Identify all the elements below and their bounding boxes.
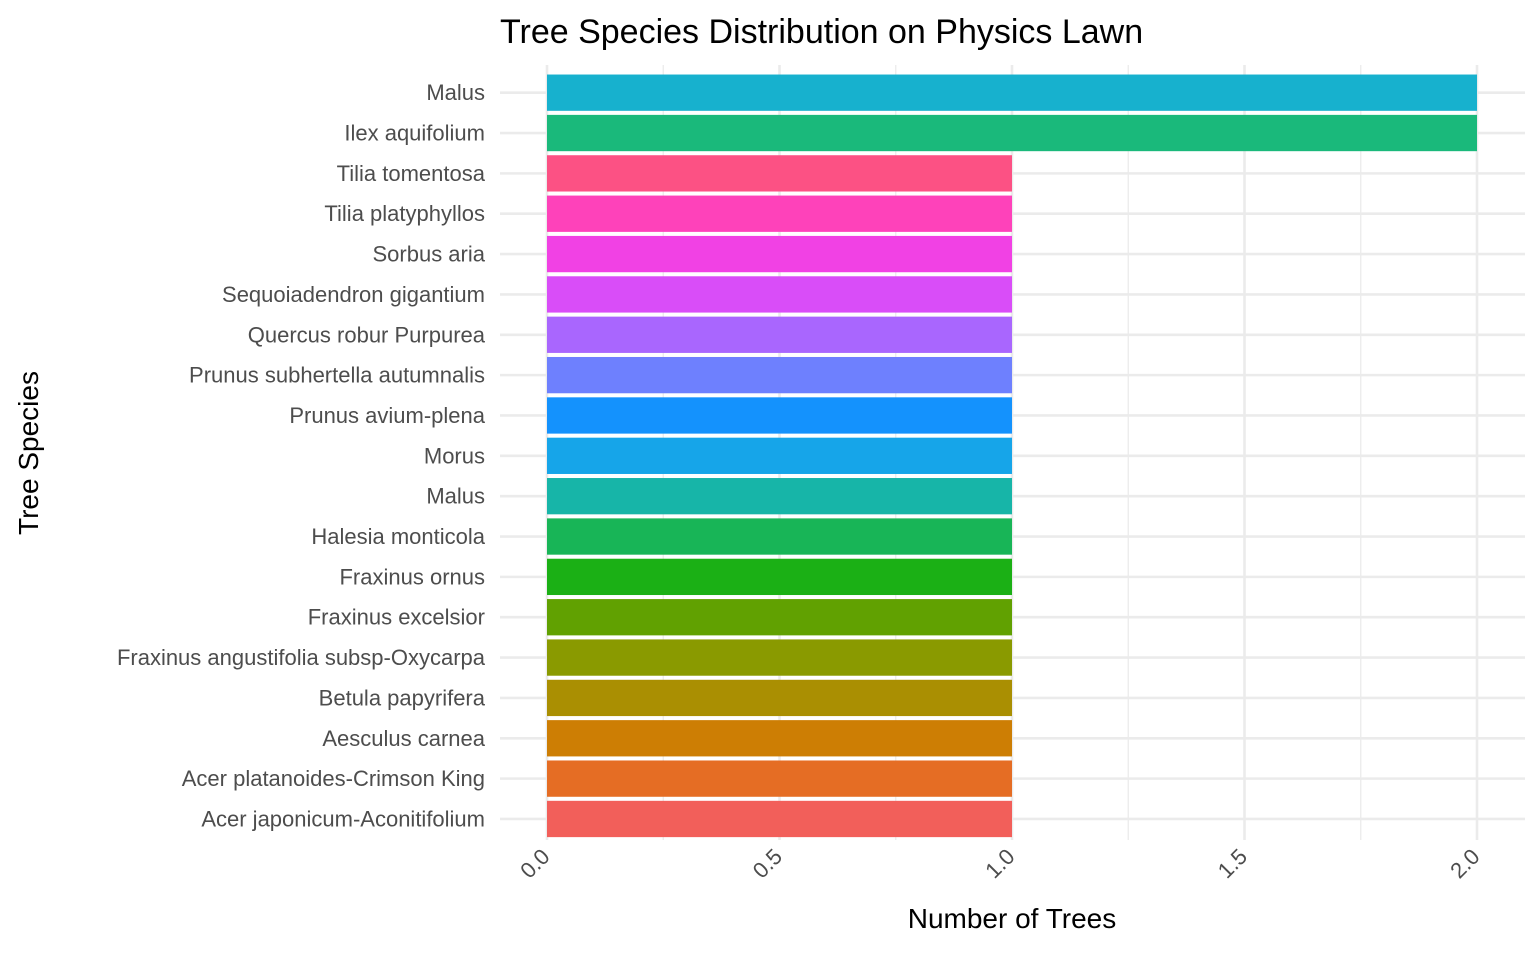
- chart-title: Tree Species Distribution on Physics Law…: [500, 13, 1143, 51]
- x-tick-labels: 0.0 0.5 1.0 1.5 2.0: [515, 844, 1484, 883]
- y-tick-label: Morus: [424, 443, 485, 468]
- bar: [547, 276, 1012, 313]
- x-tick-label: 0.0: [515, 844, 554, 883]
- x-tick-label: 1.0: [980, 844, 1019, 883]
- y-axis-title: Tree Species: [13, 371, 44, 535]
- bar: [547, 478, 1012, 515]
- bar: [547, 114, 1477, 152]
- bar: [547, 74, 1477, 111]
- y-tick-label: Prunus subhertella autumnalis: [189, 363, 485, 388]
- bar: [547, 397, 1012, 434]
- bar: [547, 195, 1012, 232]
- y-tick-label: Fraxinus ornus: [339, 564, 485, 589]
- bar: [547, 760, 1012, 797]
- bar: [547, 558, 1012, 596]
- y-tick-label: Tilia platyphyllos: [324, 201, 485, 226]
- bar: [547, 235, 1012, 273]
- bar-layer: [547, 74, 1477, 838]
- x-tick-label: 0.5: [748, 844, 787, 883]
- y-tick-label: Tilia tomentosa: [337, 161, 486, 186]
- x-axis-title: Number of Trees: [908, 903, 1117, 934]
- x-tick-label: 1.5: [1213, 844, 1252, 883]
- y-tick-label: Prunus avium-plena: [289, 403, 485, 428]
- y-tick-label: Aesculus carnea: [322, 726, 485, 751]
- bar: [547, 518, 1012, 555]
- y-tick-label: Betula papyrifera: [319, 685, 486, 710]
- y-tick-label: Fraxinus angustifolia subsp-Oxycarpa: [117, 645, 486, 670]
- bar: [547, 437, 1012, 474]
- y-tick-label: Malus: [426, 80, 485, 105]
- bar: [547, 720, 1012, 757]
- y-tick-labels: Malus Ilex aquifolium Tilia tomentosa Tili…: [117, 80, 486, 831]
- y-tick-label: Acer platanoides-Crimson King: [182, 766, 485, 791]
- bar: [547, 679, 1012, 717]
- y-tick-label: Fraxinus excelsior: [308, 605, 485, 630]
- y-tick-label: Sorbus aria: [372, 242, 485, 267]
- bar: [547, 800, 1012, 838]
- x-tick-label: 2.0: [1445, 844, 1484, 883]
- bar: [547, 316, 1012, 353]
- bar: [547, 356, 1012, 394]
- y-tick-label: Ilex aquifolium: [344, 121, 485, 146]
- bar: [547, 599, 1012, 636]
- bar: [547, 155, 1012, 192]
- y-tick-label: Halesia monticola: [311, 524, 485, 549]
- y-tick-label: Malus: [426, 484, 485, 509]
- y-tick-label: Sequoiadendron gigantium: [222, 282, 485, 307]
- y-tick-label: Quercus robur Purpurea: [248, 322, 486, 347]
- y-tick-label: Acer japonicum-Aconitifolium: [201, 806, 485, 831]
- bar: [547, 639, 1012, 676]
